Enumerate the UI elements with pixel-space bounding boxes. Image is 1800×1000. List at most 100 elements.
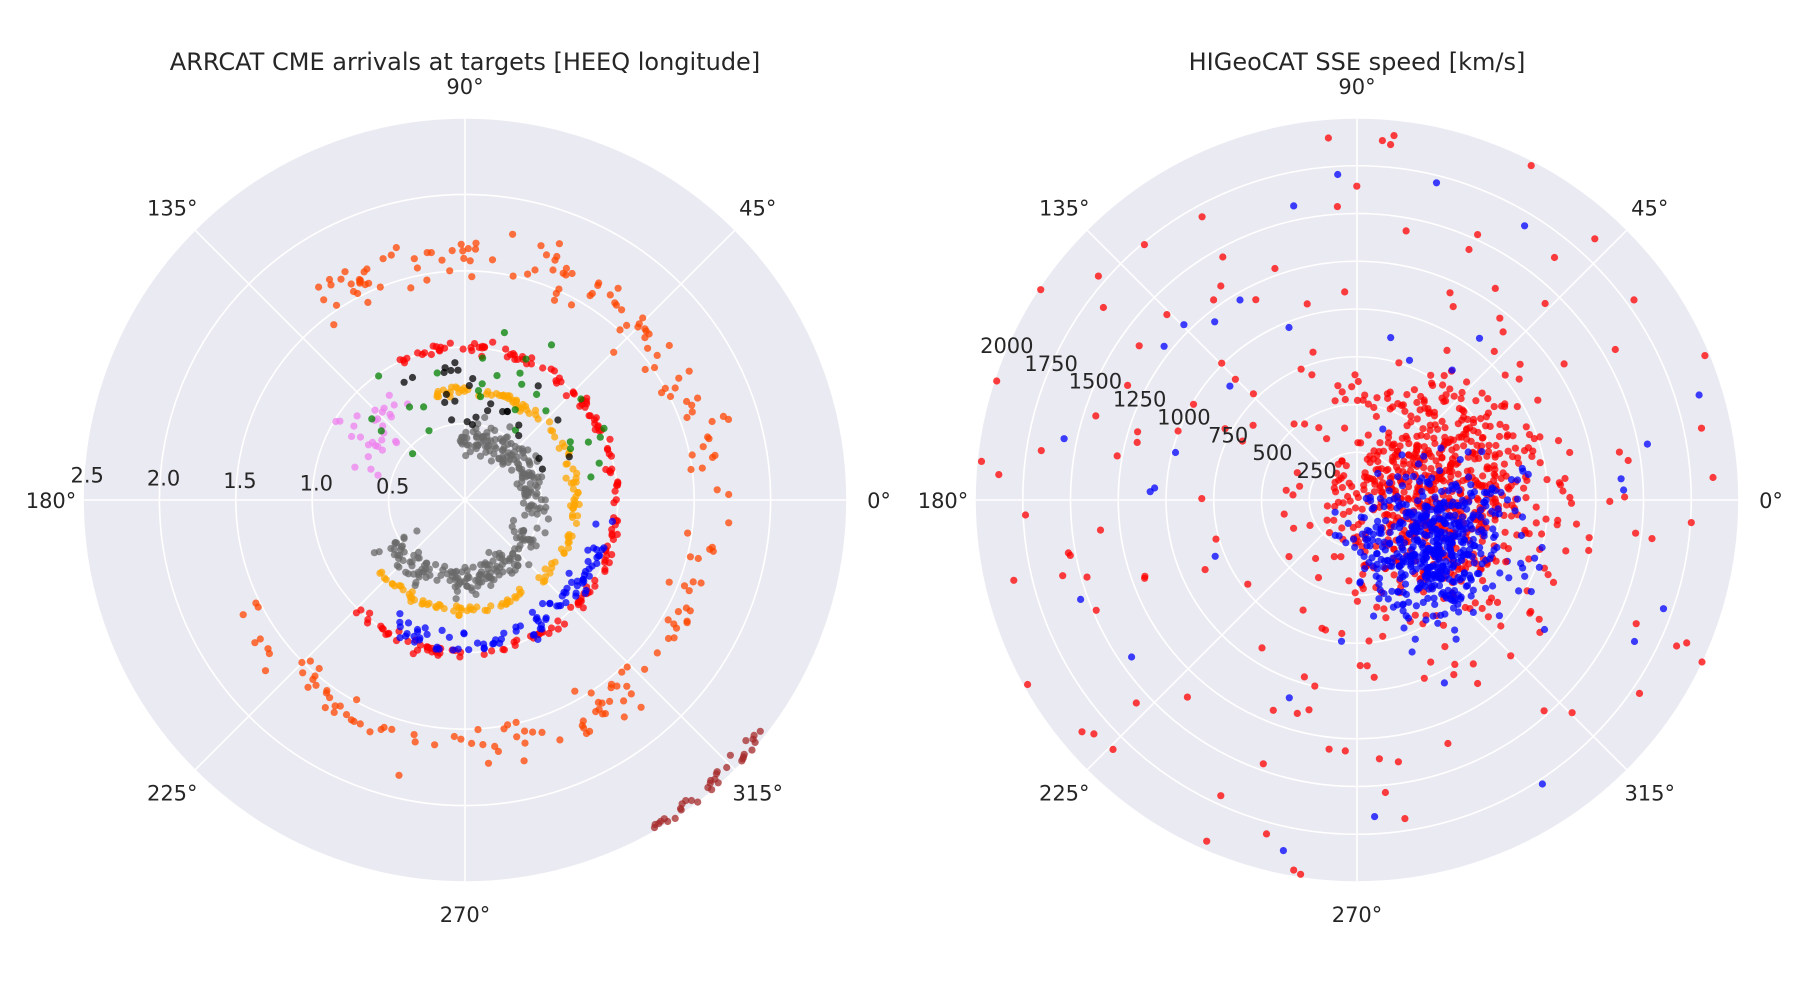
data-point [366, 728, 374, 736]
data-point [256, 635, 264, 643]
data-point [1468, 492, 1476, 500]
data-point [560, 620, 569, 628]
data-point [1698, 658, 1706, 666]
data-point [1479, 577, 1487, 585]
data-point [1299, 606, 1307, 614]
data-point [593, 553, 601, 562]
data-point [538, 473, 546, 481]
data-point [582, 729, 591, 738]
data-point [1518, 464, 1526, 473]
data-point [1380, 503, 1388, 511]
data-point [453, 384, 461, 392]
data-point [1402, 432, 1410, 440]
data-point [392, 244, 400, 252]
data-point [554, 617, 562, 625]
data-point [490, 450, 498, 458]
data-point [1290, 420, 1298, 428]
data-point [1399, 588, 1407, 596]
data-point [487, 457, 495, 465]
data-point [481, 442, 490, 451]
data-point [391, 539, 399, 547]
data-point [1418, 474, 1426, 482]
data-point [391, 582, 399, 590]
data-point [1331, 397, 1339, 405]
data-point [458, 568, 466, 576]
data-point [410, 255, 418, 263]
radial-tick-labels: 250 500 750 1000 1250 1500 1750 2000 [980, 334, 1337, 483]
data-point [347, 716, 355, 724]
data-point [348, 432, 356, 441]
data-point [1451, 660, 1459, 669]
data-point [518, 477, 526, 486]
data-point [1401, 815, 1409, 823]
data-point [1325, 745, 1333, 753]
data-point [476, 393, 485, 401]
data-point [441, 398, 449, 406]
data-point [1432, 457, 1440, 465]
data-point [1430, 412, 1439, 420]
data-point [1434, 425, 1442, 433]
data-point [535, 574, 543, 582]
data-point [433, 576, 441, 584]
data-point [1450, 671, 1458, 679]
data-point [1440, 372, 1448, 380]
data-point [1400, 624, 1408, 632]
data-point [556, 736, 564, 744]
data-point [533, 390, 541, 398]
data-point [541, 529, 549, 537]
data-point [670, 634, 678, 642]
data-point [1290, 202, 1298, 210]
data-point [1483, 489, 1491, 497]
data-point [460, 254, 468, 262]
data-point [476, 578, 484, 586]
data-point [683, 413, 691, 422]
data-point [554, 625, 562, 633]
data-point [1402, 501, 1410, 509]
data-point [414, 628, 422, 636]
data-point [1562, 547, 1570, 555]
data-point [712, 770, 721, 778]
angle-tick-180: 180° [918, 489, 969, 513]
data-point [423, 276, 431, 284]
data-point [591, 582, 599, 590]
data-point [453, 587, 461, 595]
data-point [520, 536, 528, 544]
data-point [533, 490, 541, 498]
data-point [651, 820, 659, 829]
data-point [1473, 441, 1481, 449]
data-point [1502, 423, 1510, 431]
data-point [1414, 584, 1423, 592]
data-point [1515, 375, 1523, 383]
data-point [558, 439, 567, 447]
data-point [479, 354, 487, 362]
data-point [1448, 596, 1457, 605]
data-point [521, 739, 529, 747]
data-point [1021, 511, 1030, 519]
data-point [357, 606, 365, 614]
data-point [1366, 542, 1374, 550]
data-point [1541, 299, 1549, 308]
data-point [516, 369, 524, 377]
data-point [514, 553, 522, 562]
data-point [1092, 606, 1100, 614]
angle-tick-0: 0° [867, 489, 891, 513]
angle-tick-225: 225° [1039, 782, 1090, 806]
data-point [1285, 694, 1293, 702]
data-point [509, 516, 518, 525]
data-point [528, 509, 536, 517]
data-point [685, 587, 693, 595]
data-point [411, 581, 419, 590]
data-point [1485, 598, 1493, 606]
data-point [1432, 179, 1441, 187]
data-point [1493, 598, 1502, 607]
data-point [573, 469, 581, 477]
data-point [606, 467, 614, 475]
data-point [748, 746, 756, 754]
data-point [1351, 504, 1360, 512]
data-point [427, 350, 435, 359]
data-point [1467, 592, 1475, 600]
data-point [1402, 227, 1410, 235]
data-point [306, 657, 314, 665]
data-point [516, 541, 524, 550]
data-point [650, 364, 659, 372]
